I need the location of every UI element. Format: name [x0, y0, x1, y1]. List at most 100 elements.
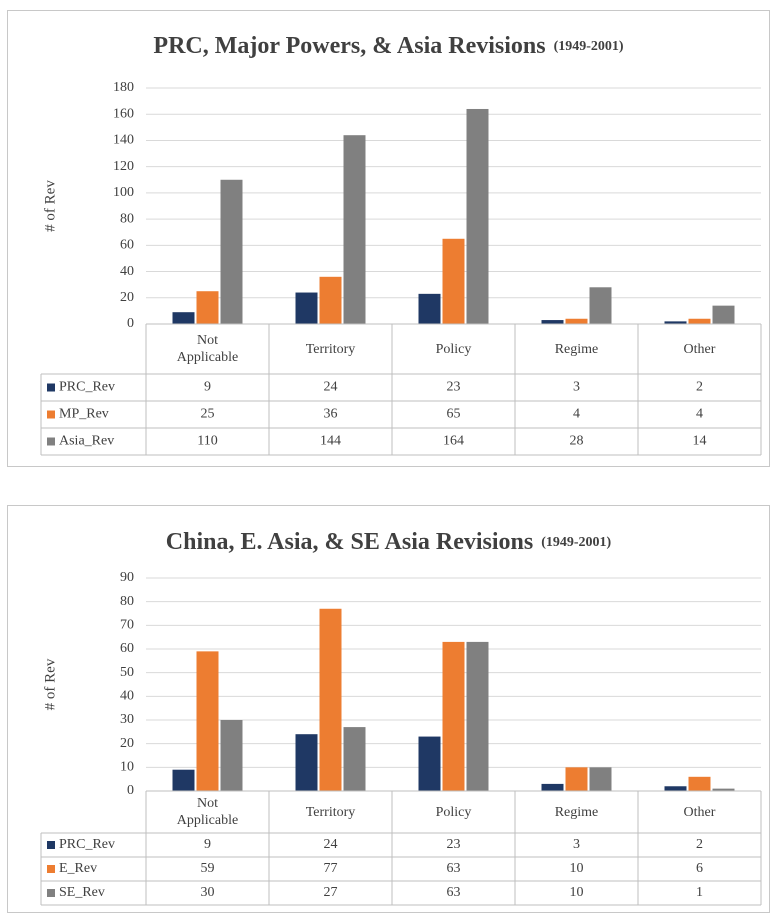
- y-tick-label: 80: [120, 211, 134, 226]
- bar: [565, 318, 588, 324]
- chart: China, E. Asia, & SE Asia Revisions (1949…: [40, 529, 762, 906]
- legend-swatch: [47, 383, 55, 392]
- table-value: 36: [324, 407, 338, 422]
- legend-swatch: [47, 841, 55, 849]
- y-tick-label: 100: [113, 185, 134, 200]
- x-tick-label: Other: [683, 804, 716, 820]
- bar: [466, 108, 489, 324]
- bar: [418, 736, 441, 791]
- category-cell: Not Applicable: [176, 333, 239, 365]
- y-tick-label: 20: [120, 290, 134, 305]
- bar: [565, 767, 588, 791]
- y-tick-label: 30: [120, 712, 134, 727]
- table-value: 10: [570, 885, 584, 900]
- x-tick-label: Territory: [305, 341, 356, 357]
- y-tick-label: 180: [113, 80, 134, 95]
- category-cell: Territory: [305, 341, 356, 357]
- bar: [343, 727, 366, 791]
- bar: [319, 276, 342, 324]
- bar: [688, 318, 711, 324]
- bar: [295, 734, 318, 791]
- y-tick-label: 10: [120, 760, 134, 775]
- table-value: 144: [320, 434, 341, 449]
- table-value: 10: [570, 861, 584, 876]
- y-tick-label: 0: [127, 316, 134, 331]
- table-value: 24: [324, 837, 338, 852]
- category-cell: Not Applicable: [177, 796, 238, 828]
- bar: [664, 321, 687, 324]
- category-cell: Other: [683, 804, 716, 820]
- table-value: 3: [573, 380, 580, 395]
- bar: [541, 320, 564, 324]
- bar: [319, 608, 342, 791]
- y-tick-label: 80: [120, 594, 134, 609]
- table-value: 59: [201, 861, 215, 876]
- table-value: 23: [447, 837, 461, 852]
- bar: [541, 783, 564, 791]
- legend-label: PRC_Rev: [59, 380, 115, 395]
- chart-frame: PRC, Major Powers, & Asia Revisions (1949…: [7, 10, 770, 467]
- legend-swatch: [47, 410, 55, 419]
- legend-swatch: [47, 865, 55, 873]
- bar: [172, 312, 195, 324]
- table-value: 9: [204, 837, 211, 852]
- category-cell: Territory: [305, 804, 356, 820]
- bar: [466, 641, 489, 791]
- bar: [220, 179, 243, 324]
- table-value: 30: [201, 885, 215, 900]
- bar: [442, 641, 465, 791]
- title-sub: (1949-2001): [541, 535, 611, 550]
- legend-label: E_Rev: [59, 861, 97, 876]
- table-value: 27: [324, 885, 338, 900]
- table-value: 28: [570, 434, 584, 449]
- category-cell: Regime: [555, 342, 599, 357]
- y-tick-label: 60: [120, 641, 134, 656]
- table-value: 164: [443, 434, 464, 449]
- y-tick-label: 50: [120, 665, 134, 680]
- bar: [220, 720, 243, 791]
- x-tick-label: Other: [683, 341, 716, 357]
- x-tick-label: Not Applicable: [176, 333, 239, 365]
- table-value: 2: [696, 837, 703, 852]
- y-axis-label: # of Rev: [42, 658, 58, 710]
- legend-label: PRC_Rev: [59, 837, 115, 852]
- y-tick-label: 0: [127, 783, 134, 798]
- x-tick-label: Territory: [305, 804, 356, 820]
- table-value: 63: [447, 885, 461, 900]
- bar: [442, 238, 465, 324]
- bar: [172, 769, 195, 791]
- table-value: 3: [573, 837, 580, 852]
- legend-label: MP_Rev: [59, 407, 109, 422]
- y-tick-label: 40: [120, 689, 134, 704]
- bar: [295, 292, 318, 324]
- category-cell: Regime: [555, 805, 599, 820]
- table-value: 1: [696, 885, 703, 900]
- table-value: 77: [324, 861, 338, 876]
- y-axis-label: # of Rev: [42, 180, 58, 232]
- table-value: 4: [696, 407, 703, 422]
- y-tick-label: 60: [120, 238, 134, 253]
- legend-swatch: [47, 437, 55, 446]
- table-value: 23: [447, 380, 461, 395]
- table-value: 14: [693, 434, 707, 449]
- x-tick-label: Policy: [435, 804, 472, 820]
- y-tick-label: 20: [120, 736, 134, 751]
- legend-swatch: [47, 889, 55, 897]
- bar: [712, 305, 735, 324]
- chart-title: PRC, Major Powers, & Asia Revisions (1949…: [153, 33, 624, 59]
- y-tick-label: 70: [120, 618, 134, 633]
- chart-title: China, E. Asia, & SE Asia Revisions (1949…: [166, 529, 612, 555]
- category-cell: Policy: [435, 804, 472, 820]
- bar: [688, 776, 711, 791]
- bar: [196, 651, 219, 791]
- table-value: 4: [573, 407, 580, 422]
- y-tick-label: 120: [113, 159, 134, 174]
- category-cell: Policy: [435, 341, 472, 357]
- x-tick-label: Policy: [435, 341, 472, 357]
- bar: [196, 291, 219, 324]
- table-value: 24: [324, 380, 338, 395]
- table-value: 63: [447, 861, 461, 876]
- bar: [589, 287, 612, 324]
- table-value: 25: [201, 407, 215, 422]
